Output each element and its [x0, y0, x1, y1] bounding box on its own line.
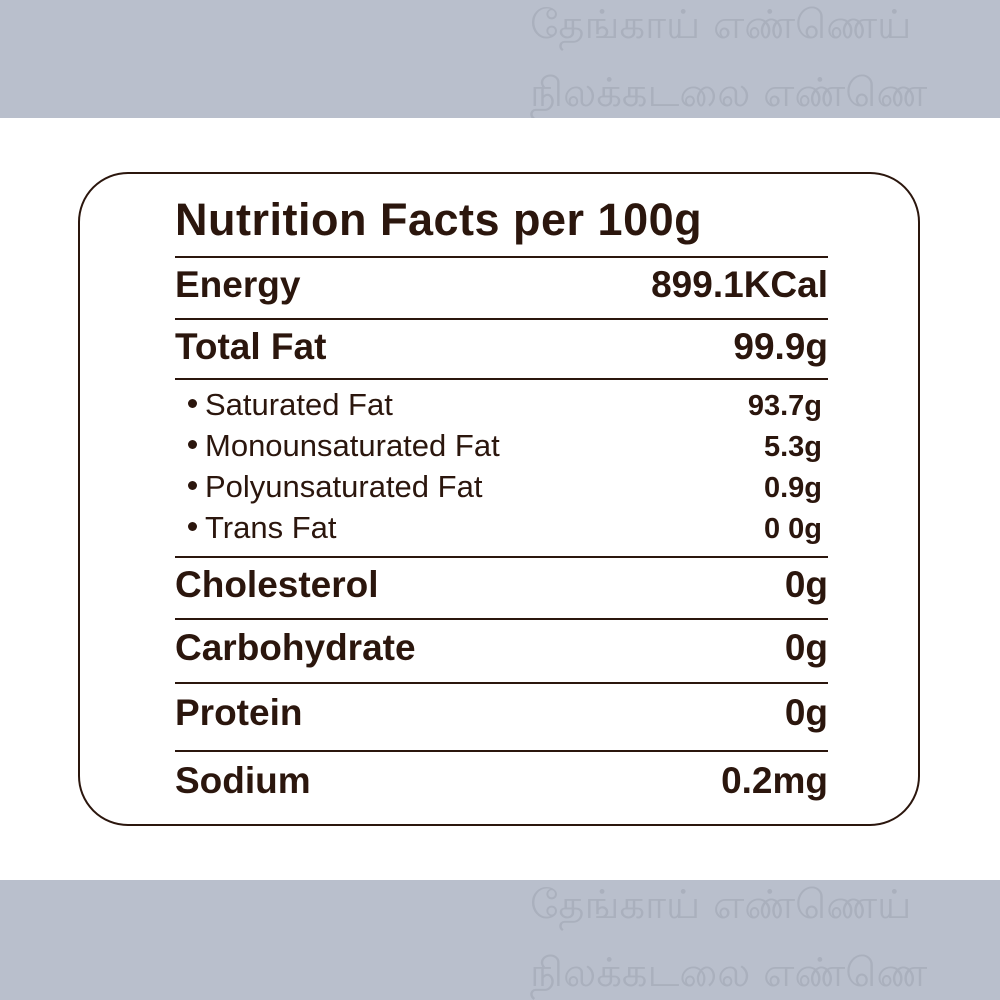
- nutrient-value: 0 0g: [763, 513, 822, 545]
- row-monounsaturated-fat: Monounsaturated Fat 5.3g: [188, 428, 822, 464]
- nutrient-value: 0g: [784, 627, 828, 668]
- watermark-text: தேங்காய் எண்ணெய்: [530, 882, 912, 928]
- nutrition-facts-panel: [78, 172, 920, 826]
- row-energy: Energy 899.1KCal: [175, 264, 828, 306]
- watermark-text: நிலக்கடலை எண்ணெ: [530, 950, 928, 996]
- bullet-icon: [188, 481, 197, 491]
- nutrient-name: Cholesterol: [175, 564, 379, 605]
- divider: [175, 750, 828, 752]
- nutrient-value: 0g: [784, 564, 828, 605]
- nutrient-name: Sodium: [175, 760, 311, 801]
- bullet-icon: [188, 522, 197, 532]
- nutrient-value: 899.1KCal: [651, 264, 828, 305]
- row-cholesterol: Cholesterol 0g: [175, 564, 828, 606]
- nutrient-name: Polyunsaturated Fat: [205, 469, 483, 504]
- divider: [175, 618, 828, 620]
- nutrient-name: Carbohydrate: [175, 627, 416, 668]
- bullet-icon: [188, 440, 197, 450]
- top-banner: தேங்காய் எண்ணெய் நிலக்கடலை எண்ணெ: [0, 0, 1000, 118]
- row-polyunsaturated-fat: Polyunsaturated Fat 0.9g: [188, 469, 822, 505]
- nutrient-value: 93.7g: [747, 390, 822, 422]
- row-total-fat: Total Fat 99.9g: [175, 326, 828, 368]
- nutrient-value: 0.9g: [763, 472, 822, 504]
- nutrient-value: 99.9g: [733, 326, 828, 367]
- nutrient-name: Total Fat: [175, 326, 327, 367]
- divider: [175, 256, 828, 258]
- nutrient-value: 0.2mg: [721, 760, 828, 801]
- divider: [175, 378, 828, 380]
- nutrient-name: Trans Fat: [205, 510, 337, 545]
- divider: [175, 556, 828, 558]
- nutrient-name: Protein: [175, 692, 303, 733]
- nutrient-value: 0g: [784, 692, 828, 733]
- row-trans-fat: Trans Fat 0 0g: [188, 510, 822, 546]
- row-sodium: Sodium 0.2mg: [175, 760, 828, 802]
- bullet-icon: [188, 399, 197, 409]
- watermark-text: தேங்காய் எண்ணெய்: [530, 2, 912, 48]
- row-protein: Protein 0g: [175, 692, 828, 734]
- nutrition-title: Nutrition Facts per 100g: [175, 194, 703, 245]
- nutrient-name: Monounsaturated Fat: [205, 428, 500, 463]
- nutrient-name: Saturated Fat: [205, 387, 393, 422]
- row-saturated-fat: Saturated Fat 93.7g: [188, 387, 822, 423]
- bottom-banner: தேங்காய் எண்ணெய் நிலக்கடலை எண்ணெ: [0, 880, 1000, 1000]
- divider: [175, 318, 828, 320]
- watermark-text: நிலக்கடலை எண்ணெ: [530, 70, 928, 116]
- nutrient-value: 5.3g: [763, 431, 822, 463]
- nutrient-name: Energy: [175, 264, 301, 305]
- divider: [175, 682, 828, 684]
- row-carbohydrate: Carbohydrate 0g: [175, 627, 828, 669]
